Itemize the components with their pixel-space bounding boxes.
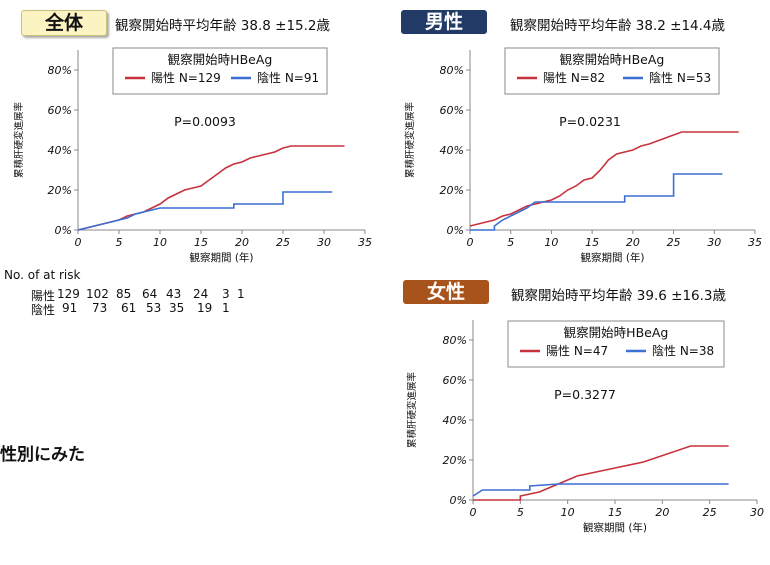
y-tick-label: 80% — [440, 64, 464, 77]
legend-entry: 陽性 N=47 — [546, 344, 608, 358]
x-axis-label: 観察期間 (年) — [189, 251, 253, 264]
series-line — [473, 445, 729, 501]
x-tick-label: 15 — [585, 236, 599, 249]
x-tick-label: 30 — [317, 236, 331, 249]
risk-cell: 43 — [166, 287, 182, 301]
subtitle-all: 観察開始時平均年齢 38.8 ±15.2歳 — [115, 18, 331, 34]
y-tick-label: 20% — [440, 184, 464, 197]
risk-cell: 53 — [146, 301, 162, 315]
y-tick-label: 0% — [55, 224, 72, 237]
x-tick-label: 25 — [703, 506, 717, 519]
risk-cell: 1 — [222, 301, 230, 315]
legend-box — [112, 47, 328, 95]
x-tick-label: 15 — [608, 506, 622, 519]
series-line — [469, 131, 739, 227]
risk-cell: 61 — [121, 301, 137, 315]
legend-box — [504, 47, 720, 95]
legend-entry: 陰性 N=38 — [652, 344, 714, 358]
y-tick-label: 60% — [440, 104, 464, 117]
x-tick-label: 10 — [153, 236, 167, 249]
x-tick-label: 0 — [470, 506, 477, 519]
y-tick-label: 40% — [440, 144, 464, 157]
group-label-all: 全体 — [21, 10, 107, 36]
risk-cell: 129 — [57, 287, 80, 301]
series-line — [77, 145, 345, 231]
y-tick-label: 80% — [443, 334, 467, 347]
y-tick-label: 60% — [443, 374, 467, 387]
risk-row-label: 陽性 — [31, 289, 56, 303]
group-label-female: 女性 — [403, 280, 489, 304]
x-tick-label: 30 — [750, 506, 764, 519]
y-tick-label: 20% — [48, 184, 72, 197]
risk-cell: 73 — [92, 301, 108, 315]
y-tick-label: 20% — [443, 454, 467, 467]
risk-cell: 35 — [169, 301, 185, 315]
legend-entry: 陽性 N=129 — [151, 71, 221, 85]
risk-cell: 24 — [193, 287, 209, 301]
y-axis-label: 累積肝硬変進展率 — [13, 102, 25, 179]
legend-entry: 陰性 N=53 — [649, 71, 711, 85]
risk-cell: 102 — [86, 287, 109, 301]
risk-cell: 85 — [116, 287, 132, 301]
x-axis-label: 観察期間 (年) — [583, 521, 647, 534]
x-tick-label: 35 — [748, 236, 762, 249]
side-note: 性別にみた — [0, 445, 85, 465]
x-tick-label: 20 — [655, 506, 669, 519]
risk-row-label: 陰性 — [31, 303, 56, 317]
y-tick-label: 40% — [48, 144, 72, 157]
p-value: P=0.0231 — [559, 114, 621, 129]
risk-cell: 91 — [62, 301, 78, 315]
legend-title: 観察開始時HBeAg — [168, 52, 273, 67]
y-tick-label: 60% — [48, 104, 72, 117]
group-label-male: 男性 — [401, 10, 487, 34]
p-value: P=0.0093 — [174, 114, 236, 129]
x-tick-label: 5 — [116, 236, 123, 249]
x-tick-label: 10 — [561, 506, 575, 519]
risk-cell: 1 — [237, 287, 245, 301]
x-tick-label: 25 — [276, 236, 290, 249]
y-axis-label: 累積肝硬変進展率 — [404, 102, 416, 179]
legend-entry: 陽性 N=82 — [543, 71, 605, 85]
km-chart-all: 0% 20% 40% 60% 80% 0 5 10 15 20 25 30 35 観察期間 (年) 累積肝硬… — [13, 47, 372, 264]
x-tick-label: 5 — [517, 506, 524, 519]
y-tick-label: 40% — [443, 414, 467, 427]
risk-cell: 64 — [142, 287, 158, 301]
subtitle-male: 観察開始時平均年齢 38.2 ±14.4歳 — [510, 18, 726, 34]
legend-title: 観察開始時HBeAg — [560, 52, 665, 67]
series-line — [472, 483, 729, 497]
y-axis-label: 累積肝硬変進展率 — [406, 372, 418, 449]
legend-box — [507, 320, 725, 368]
x-tick-label: 10 — [544, 236, 558, 249]
km-chart-female: 0% 20% 40% 60% 80% 0 5 10 15 20 25 30 観察期間 (年) 累積肝硬変進… — [406, 320, 764, 534]
y-tick-label: 80% — [48, 64, 72, 77]
x-tick-label: 0 — [75, 236, 82, 249]
x-tick-label: 30 — [707, 236, 721, 249]
x-tick-label: 35 — [358, 236, 372, 249]
y-tick-label: 0% — [447, 224, 464, 237]
risk-cell: 3 — [222, 287, 230, 301]
x-tick-label: 0 — [467, 236, 474, 249]
y-tick-label: 0% — [450, 494, 467, 507]
legend-entry: 陰性 N=91 — [257, 71, 319, 85]
x-tick-label: 20 — [235, 236, 249, 249]
risk-cell: 19 — [197, 301, 213, 315]
risk-table-title: No. of at risk — [4, 268, 81, 282]
series-line — [77, 191, 333, 231]
p-value: P=0.3277 — [554, 387, 616, 402]
legend-title: 観察開始時HBeAg — [564, 325, 669, 340]
x-tick-label: 25 — [667, 236, 681, 249]
x-tick-label: 20 — [626, 236, 640, 249]
x-tick-label: 5 — [507, 236, 514, 249]
x-tick-label: 15 — [194, 236, 208, 249]
x-axis-label: 観察期間 (年) — [580, 251, 644, 264]
subtitle-female: 観察開始時平均年齢 39.6 ±16.3歳 — [511, 288, 727, 304]
km-chart-male: 0% 20% 40% 60% 80% 0 5 10 15 20 25 30 35 観察期間 (年) 累積肝硬… — [404, 47, 762, 264]
series-line — [470, 173, 723, 231]
